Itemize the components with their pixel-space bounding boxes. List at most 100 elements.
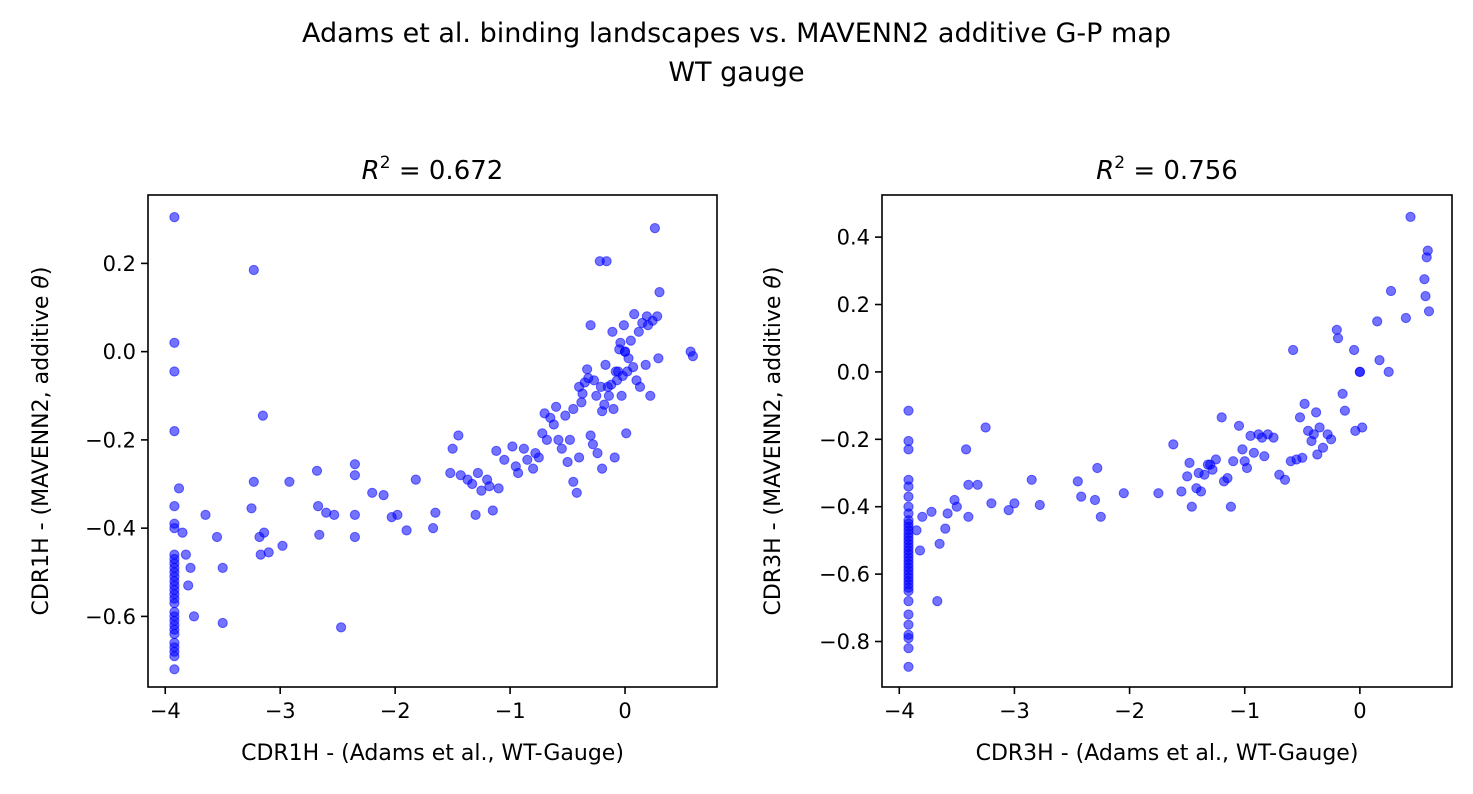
data-point: [518, 443, 530, 454]
data-point: [169, 212, 180, 223]
data-point: [600, 359, 611, 370]
y-axis-label-text: CDR3H - (MAVENN2, additive: [761, 289, 786, 616]
data-point: [645, 390, 656, 401]
data-point: [185, 562, 196, 574]
data-point: [378, 490, 389, 501]
data-point: [591, 390, 602, 401]
data-point: [336, 622, 347, 633]
y-tick-label: −0.2: [819, 428, 870, 452]
data-point: [940, 523, 951, 534]
data-point: [476, 485, 487, 496]
data-point: [601, 256, 612, 267]
x-tick-label: −4: [150, 699, 181, 723]
data-point: [903, 491, 914, 502]
data-point: [284, 476, 295, 487]
data-point: [1184, 457, 1195, 468]
data-point: [1339, 405, 1351, 416]
data-point: [585, 320, 596, 331]
data-point: [562, 456, 573, 468]
data-point: [961, 444, 972, 455]
data-point: [1216, 412, 1227, 423]
y-tick-label: 0.4: [837, 226, 870, 250]
y-axis-label: CDR1H - (MAVENN2, additive θ): [29, 267, 54, 616]
data-point: [169, 426, 180, 437]
data-point: [560, 410, 571, 421]
data-point: [903, 643, 914, 654]
data-point: [183, 580, 194, 591]
y-axis-label-text: CDR1H - (MAVENN2, additive: [29, 289, 54, 616]
data-point: [1228, 456, 1239, 467]
data-point: [522, 454, 533, 465]
data-point: [607, 326, 618, 337]
data-point: [616, 390, 627, 401]
x-tick-label: −4: [884, 699, 915, 723]
y-axis-label-end: ): [761, 267, 786, 276]
data-point: [430, 507, 441, 518]
x-tick-label: 0: [1353, 699, 1366, 723]
data-point: [652, 311, 663, 322]
data-point: [582, 364, 593, 375]
data-point: [1297, 452, 1308, 463]
data-point: [1176, 486, 1187, 497]
y-tick-label: −0.8: [819, 630, 870, 654]
data-point: [211, 531, 223, 543]
data-point: [392, 509, 403, 521]
x-tick-label: −2: [1114, 699, 1145, 723]
data-point: [259, 527, 270, 538]
data-point: [585, 430, 596, 441]
y-tick-label: −0.6: [85, 605, 136, 629]
data-point: [329, 509, 340, 521]
data-point: [349, 531, 360, 543]
data-point: [541, 434, 553, 445]
data-point: [248, 264, 259, 276]
data-point: [615, 337, 626, 348]
data-point: [1385, 285, 1397, 297]
y-tick-label: 0.0: [837, 360, 870, 384]
x-tick-label: −3: [265, 699, 296, 723]
data-point: [1210, 454, 1222, 465]
data-point: [1241, 462, 1253, 474]
data-point: [349, 459, 360, 470]
data-point: [217, 562, 228, 574]
data-point: [623, 353, 634, 364]
data-point: [257, 410, 268, 421]
data-point: [313, 501, 324, 512]
data-point: [1089, 494, 1101, 506]
axes-title: R2 = 0.672: [362, 153, 504, 186]
x-tick-label: −2: [380, 699, 411, 723]
y-tick-label: 0.2: [103, 252, 136, 276]
data-point: [1354, 366, 1366, 377]
data-point: [903, 585, 914, 597]
data-point: [487, 505, 498, 516]
data-point: [1248, 447, 1260, 458]
data-point: [1233, 420, 1245, 431]
data-point: [1308, 429, 1319, 440]
title-value: = 0.756: [1125, 156, 1238, 186]
data-point: [618, 320, 630, 331]
data-point: [633, 326, 644, 337]
data-point: [903, 405, 914, 416]
data-point: [903, 481, 914, 492]
data-point: [1422, 245, 1433, 256]
data-point: [963, 479, 974, 490]
data-point: [1326, 434, 1337, 445]
data-point: [200, 509, 211, 521]
data-point: [574, 452, 585, 463]
data-point: [1294, 412, 1306, 423]
data-point: [587, 439, 599, 450]
data-point: [1076, 491, 1087, 502]
data-point: [1299, 398, 1310, 409]
data-point: [934, 538, 945, 549]
scatter-panel-2: −4 −3 −2 −1 0 −0.8 −0.6 −0.4 −0.2 0.0 0.2 0.4 R2 = 0…: [761, 153, 1453, 766]
y-tick-label: −0.4: [819, 495, 870, 519]
data-point: [903, 435, 914, 447]
data-point: [1268, 432, 1279, 443]
data-point: [169, 366, 180, 377]
data-point: [577, 388, 588, 399]
axes-title: R2 = 0.756: [1096, 153, 1238, 186]
data-point: [576, 397, 587, 408]
data-point: [1095, 511, 1106, 522]
data-point: [349, 509, 360, 521]
data-point: [248, 476, 259, 487]
